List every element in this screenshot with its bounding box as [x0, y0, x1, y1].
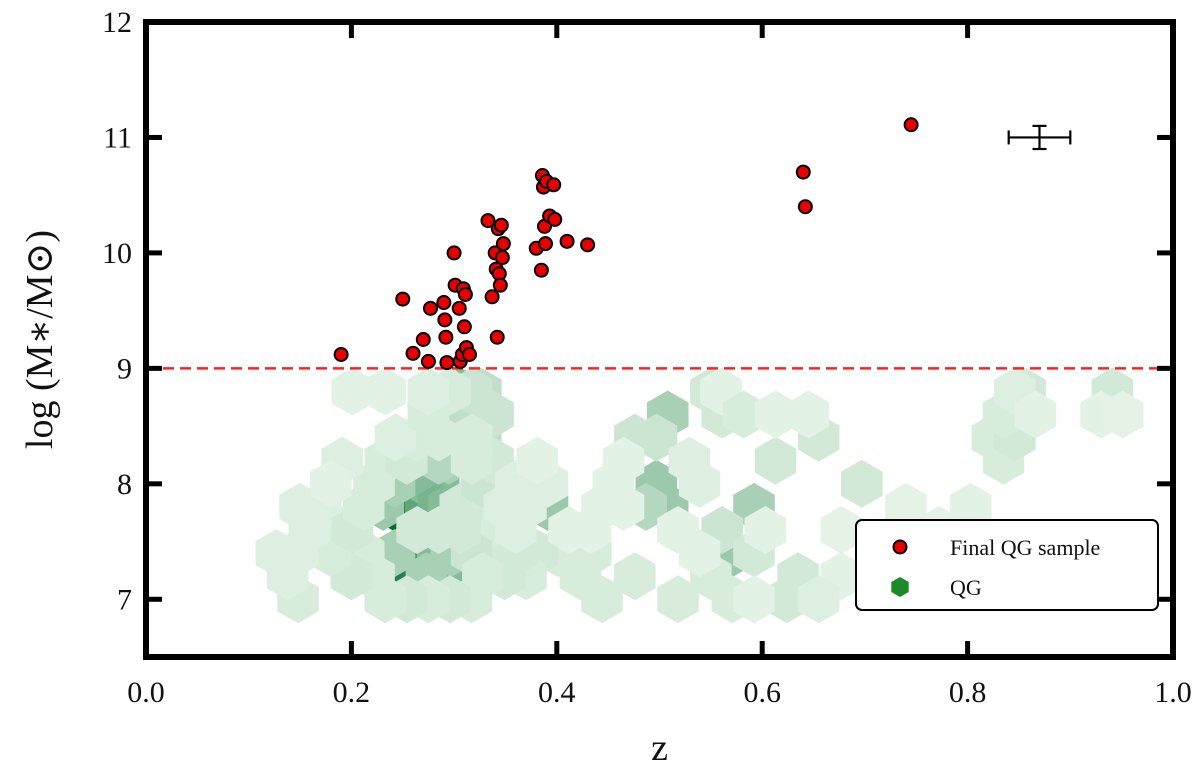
- qg-hexbin: [744, 506, 787, 554]
- qg-hexbin: [407, 367, 450, 416]
- qg-hexbin: [310, 459, 352, 508]
- final-qg-point: [546, 177, 562, 193]
- x-axis-title: z: [651, 727, 668, 769]
- final-qg-point: [437, 312, 453, 328]
- x-tick-label: 0.0: [127, 676, 165, 709]
- final-qg-point: [422, 300, 438, 316]
- final-qg-point: [903, 117, 919, 133]
- qg-hexbin: [754, 390, 797, 439]
- typical-error-bar: [1007, 124, 1072, 151]
- final-qg-point: [493, 217, 509, 233]
- x-tick-label: 0.4: [538, 676, 576, 709]
- final-qg-point: [439, 355, 455, 371]
- final-qg-point: [436, 295, 452, 311]
- qg-hexbin: [949, 482, 992, 531]
- qg-hexbin: [733, 575, 775, 624]
- qg-hexbin: [820, 506, 863, 554]
- qg-hexbin: [602, 482, 645, 531]
- qg-hexbin: [614, 552, 656, 601]
- final-qg-point: [446, 245, 462, 261]
- final-qg-point: [415, 332, 431, 347]
- y-tick-label: 9: [117, 352, 132, 385]
- final-qg-point: [495, 236, 511, 252]
- final-qg-point: [456, 319, 472, 335]
- qg-hexbin: [635, 413, 678, 462]
- plot-frame: [143, 19, 1176, 660]
- final-qg-point: [489, 329, 505, 345]
- final-qg-point: [420, 353, 436, 369]
- final-qg-point: [492, 277, 508, 293]
- qg-hexbin: [678, 459, 721, 508]
- qg-hexbin: [450, 413, 493, 462]
- qg-hexbin: [787, 390, 830, 439]
- qg-hexbin: [678, 529, 721, 578]
- qg-hexbin: [1101, 390, 1144, 439]
- final-qg-point: [797, 199, 813, 215]
- qg-hexbin: [754, 436, 797, 485]
- legend-box: [855, 519, 1159, 611]
- qg-hexbin: [602, 436, 645, 485]
- final-qg-point: [457, 286, 473, 302]
- final-qg-point: [795, 164, 811, 180]
- final-qg-point: [451, 300, 467, 316]
- final-qg-point: [580, 237, 596, 253]
- legend: Final QG sample QG: [855, 519, 1159, 611]
- y-tick-label: 7: [117, 583, 132, 616]
- qg-hexbin-layer: [255, 367, 1144, 624]
- qg-hexbin: [255, 529, 298, 578]
- final-qg-point: [559, 233, 575, 249]
- final-qg-point: [484, 289, 500, 305]
- qg-hexbin: [722, 390, 765, 439]
- qg-hexbin: [364, 367, 407, 416]
- x-tick-label: 0.8: [949, 676, 987, 709]
- y-tick-label: 8: [117, 468, 132, 501]
- final-qg-point: [395, 291, 411, 307]
- y-axis-title: log (M∗/M⊙): [19, 230, 61, 449]
- final-qg-point: [405, 345, 421, 361]
- qg-hexbin: [885, 482, 927, 531]
- legend-label-qg: QG: [950, 575, 982, 600]
- y-tick-label: 10: [102, 237, 132, 270]
- qg-hexbin: [657, 575, 699, 624]
- legend-label-final-qg-sample: Final QG sample: [950, 535, 1100, 560]
- final-qg-point: [494, 250, 510, 266]
- x-tick-label: 0.6: [743, 676, 781, 709]
- qg-hexbin: [374, 413, 417, 462]
- final-qg-sample-points: [333, 117, 919, 371]
- axis-ticks: 0.0 0.2 0.4 0.6 0.8 1.0 7 8 9 10 11 12: [102, 6, 1192, 709]
- y-tick-label: 12: [102, 6, 132, 39]
- final-qg-point: [438, 329, 454, 345]
- qg-hexbin: [841, 459, 883, 508]
- qg-hexbin: [516, 436, 559, 485]
- y-tick-label: 11: [103, 121, 132, 154]
- x-tick-label: 0.2: [333, 676, 371, 709]
- qg-hexbin: [417, 413, 460, 462]
- qg-hexbin: [1014, 390, 1057, 439]
- final-qg-point: [480, 213, 496, 229]
- qg-hexbin: [766, 575, 808, 624]
- final-qg-point: [462, 347, 478, 363]
- final-qg-point: [538, 236, 554, 252]
- final-qg-point: [547, 211, 563, 227]
- final-qg-point: [333, 347, 349, 363]
- qg-hexbin: [331, 367, 374, 416]
- legend-marker-qg: [891, 577, 909, 597]
- qg-hexbin: [797, 575, 840, 624]
- x-tick-label: 1.0: [1154, 676, 1192, 709]
- legend-marker-final-qg-sample: [892, 539, 908, 555]
- final-qg-point: [533, 262, 549, 278]
